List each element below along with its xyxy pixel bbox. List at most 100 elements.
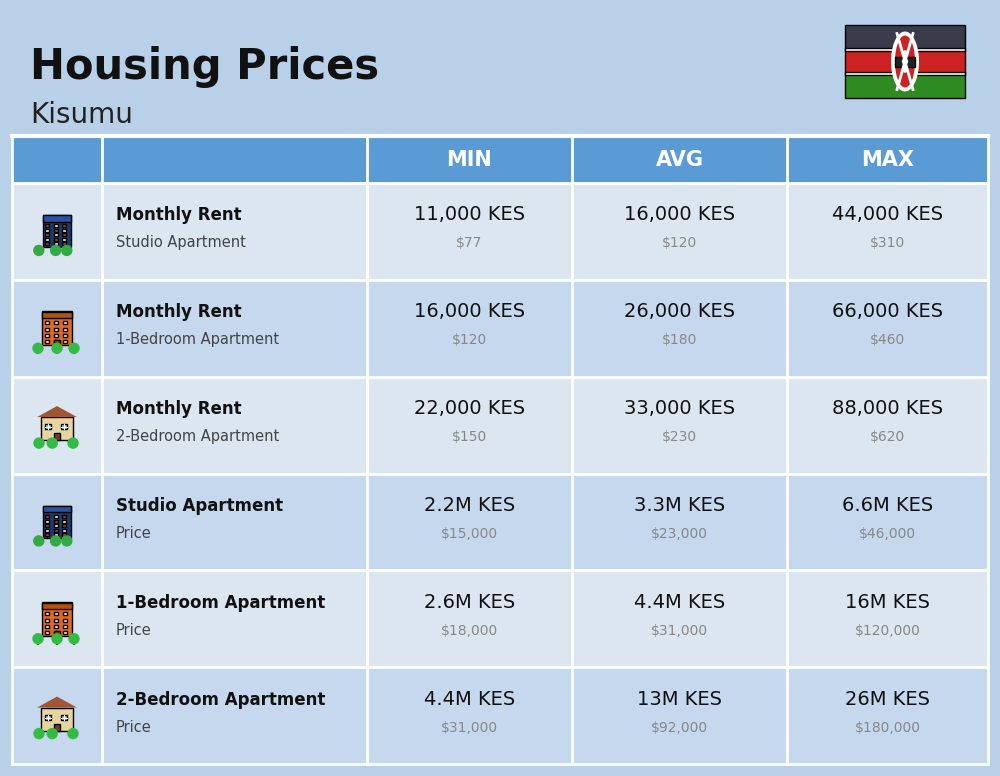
Text: Monthly Rent: Monthly Rent: [116, 303, 242, 321]
Text: 26M KES: 26M KES: [845, 690, 930, 708]
FancyBboxPatch shape: [45, 715, 51, 719]
Text: $460: $460: [870, 333, 905, 347]
Circle shape: [68, 438, 78, 448]
Text: MAX: MAX: [861, 150, 914, 169]
FancyBboxPatch shape: [895, 57, 915, 67]
Text: AVG: AVG: [656, 150, 704, 169]
FancyBboxPatch shape: [45, 611, 49, 615]
Text: 2.6M KES: 2.6M KES: [424, 593, 515, 611]
Circle shape: [69, 634, 79, 644]
FancyBboxPatch shape: [45, 234, 49, 237]
FancyBboxPatch shape: [45, 230, 49, 233]
FancyBboxPatch shape: [54, 242, 58, 245]
FancyBboxPatch shape: [54, 230, 58, 233]
FancyBboxPatch shape: [42, 311, 72, 345]
Text: 11,000 KES: 11,000 KES: [414, 206, 525, 224]
FancyBboxPatch shape: [54, 340, 60, 345]
FancyBboxPatch shape: [41, 708, 73, 730]
Text: 2-Bedroom Apartment: 2-Bedroom Apartment: [116, 429, 279, 444]
Text: 1-Bedroom Apartment: 1-Bedroom Apartment: [116, 594, 325, 611]
FancyBboxPatch shape: [62, 524, 66, 527]
Circle shape: [33, 343, 43, 353]
Text: 2-Bedroom Apartment: 2-Bedroom Apartment: [116, 691, 325, 708]
Polygon shape: [895, 36, 915, 88]
Polygon shape: [37, 697, 77, 708]
FancyBboxPatch shape: [61, 424, 67, 429]
Text: 33,000 KES: 33,000 KES: [624, 399, 735, 418]
FancyBboxPatch shape: [54, 631, 60, 636]
FancyBboxPatch shape: [42, 312, 72, 318]
FancyBboxPatch shape: [12, 667, 988, 764]
FancyBboxPatch shape: [63, 625, 67, 628]
FancyBboxPatch shape: [45, 424, 51, 429]
Text: $31,000: $31,000: [651, 624, 708, 638]
FancyBboxPatch shape: [43, 506, 71, 512]
Circle shape: [34, 729, 44, 739]
FancyBboxPatch shape: [54, 533, 58, 536]
FancyBboxPatch shape: [54, 723, 60, 730]
FancyBboxPatch shape: [62, 242, 66, 245]
Text: $180,000: $180,000: [854, 721, 920, 735]
FancyBboxPatch shape: [845, 72, 965, 75]
Circle shape: [34, 536, 44, 546]
FancyBboxPatch shape: [845, 74, 965, 98]
FancyBboxPatch shape: [12, 183, 988, 280]
Text: $92,000: $92,000: [651, 721, 708, 735]
FancyBboxPatch shape: [12, 136, 988, 183]
FancyBboxPatch shape: [12, 473, 988, 570]
FancyBboxPatch shape: [63, 328, 67, 331]
FancyBboxPatch shape: [54, 524, 58, 527]
FancyBboxPatch shape: [45, 625, 49, 628]
Text: $23,000: $23,000: [651, 527, 708, 541]
FancyBboxPatch shape: [45, 524, 49, 527]
FancyBboxPatch shape: [54, 520, 58, 523]
FancyBboxPatch shape: [62, 238, 66, 241]
Text: MIN: MIN: [447, 150, 492, 169]
FancyBboxPatch shape: [54, 611, 58, 615]
FancyBboxPatch shape: [62, 224, 66, 227]
FancyBboxPatch shape: [54, 340, 58, 343]
Text: Monthly Rent: Monthly Rent: [116, 400, 242, 418]
FancyBboxPatch shape: [54, 515, 58, 518]
Polygon shape: [891, 32, 919, 92]
Text: 1-Bedroom Apartment: 1-Bedroom Apartment: [116, 332, 279, 347]
Circle shape: [51, 536, 61, 546]
FancyBboxPatch shape: [62, 520, 66, 523]
FancyBboxPatch shape: [62, 230, 66, 233]
Text: 2.2M KES: 2.2M KES: [424, 496, 515, 515]
Text: 44,000 KES: 44,000 KES: [832, 206, 943, 224]
Text: 13M KES: 13M KES: [637, 690, 722, 708]
FancyBboxPatch shape: [54, 224, 58, 227]
FancyBboxPatch shape: [54, 433, 60, 440]
FancyBboxPatch shape: [845, 25, 965, 50]
FancyBboxPatch shape: [45, 340, 49, 343]
Text: Housing Prices: Housing Prices: [30, 46, 379, 88]
Circle shape: [33, 634, 43, 644]
FancyBboxPatch shape: [63, 334, 67, 338]
FancyBboxPatch shape: [62, 533, 66, 536]
FancyBboxPatch shape: [54, 328, 58, 331]
FancyBboxPatch shape: [54, 625, 58, 628]
Text: $310: $310: [870, 237, 905, 251]
Text: 6.6M KES: 6.6M KES: [842, 496, 933, 515]
FancyBboxPatch shape: [45, 631, 49, 634]
FancyBboxPatch shape: [54, 234, 58, 237]
Circle shape: [52, 343, 62, 353]
Circle shape: [34, 438, 44, 448]
Text: Price: Price: [116, 526, 152, 541]
Text: Studio Apartment: Studio Apartment: [116, 235, 246, 251]
Circle shape: [62, 245, 72, 255]
FancyBboxPatch shape: [42, 603, 72, 608]
Text: $120,000: $120,000: [855, 624, 920, 638]
Text: Kisumu: Kisumu: [30, 101, 133, 129]
Polygon shape: [37, 406, 77, 417]
FancyBboxPatch shape: [45, 520, 49, 523]
Circle shape: [51, 245, 61, 255]
FancyBboxPatch shape: [62, 234, 66, 237]
FancyBboxPatch shape: [45, 334, 49, 338]
FancyBboxPatch shape: [845, 48, 965, 51]
FancyBboxPatch shape: [54, 238, 58, 241]
Circle shape: [62, 536, 72, 546]
FancyBboxPatch shape: [45, 533, 49, 536]
Text: 26,000 KES: 26,000 KES: [624, 302, 735, 321]
